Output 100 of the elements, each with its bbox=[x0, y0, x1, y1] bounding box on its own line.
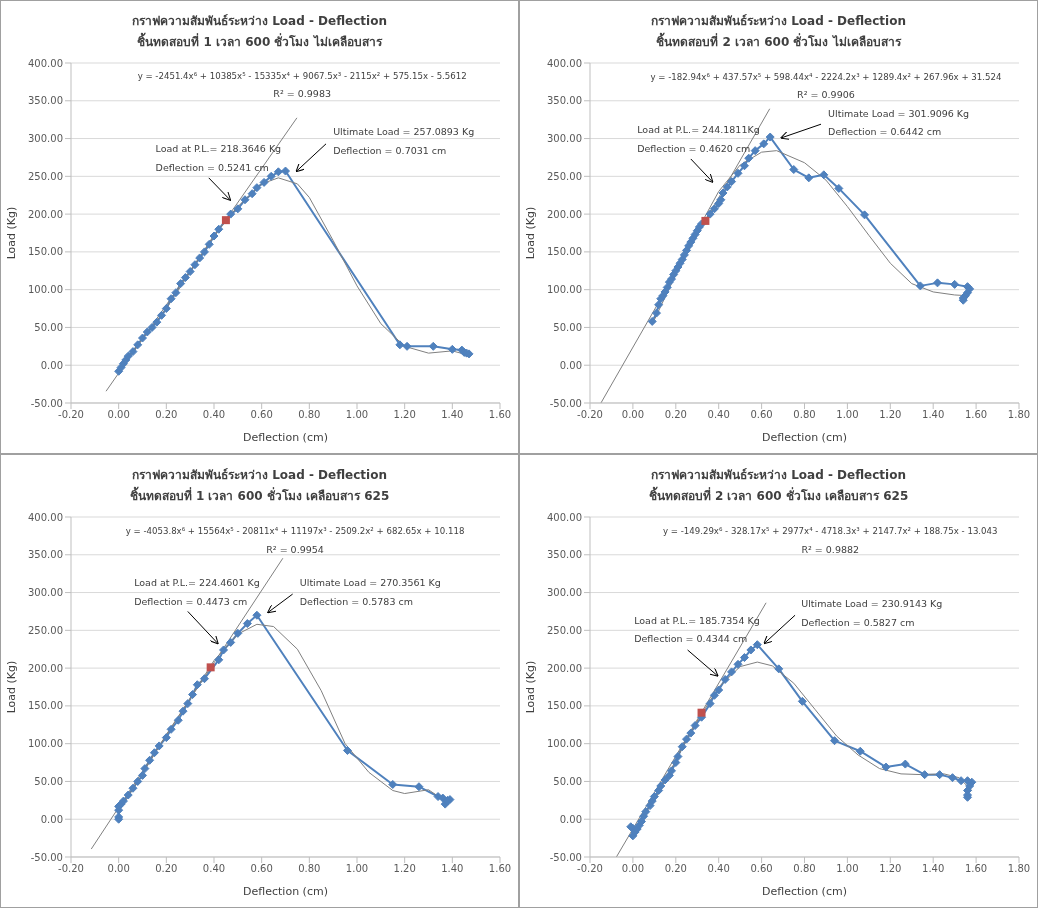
y-axis-title: Load (Kg) bbox=[4, 206, 18, 260]
y-tick-label: 300.00 bbox=[547, 587, 582, 599]
x-tick-label: 0.80 bbox=[298, 409, 321, 421]
y-tick-label: 250.00 bbox=[28, 624, 63, 636]
x-tick-label: 1.60 bbox=[488, 863, 512, 875]
annotation: Deflection = 0.4473 cm bbox=[134, 595, 248, 607]
x-tick-label: 1.20 bbox=[393, 409, 416, 421]
x-tick-label: 0.00 bbox=[621, 409, 645, 421]
y-tick-label: 350.00 bbox=[28, 95, 63, 107]
chart-title: กราฟความสัมพันธ์ระหว่าง Load - Deflection bbox=[650, 467, 907, 484]
y-tick-label: 150.00 bbox=[547, 246, 582, 258]
annotation: R² = 0.9983 bbox=[273, 87, 332, 99]
y-tick-label: 400.00 bbox=[547, 511, 582, 523]
y-tick-label: 0.00 bbox=[40, 813, 63, 825]
x-tick-label: 1.60 bbox=[488, 409, 512, 421]
x-tick-label: 0.20 bbox=[155, 409, 178, 421]
annotation: y = -149.29x⁶ - 328.17x⁵ + 2977x⁴ - 4718.3x³ + 2147.7x² + 188.75x - 13.043 bbox=[662, 525, 998, 536]
y-tick-label: 50.00 bbox=[553, 321, 582, 333]
x-tick-label: 0.20 bbox=[664, 409, 687, 421]
y-tick-label: 250.00 bbox=[28, 170, 63, 182]
y-tick-label: 400.00 bbox=[547, 57, 582, 69]
y-tick-label: -50.00 bbox=[549, 851, 582, 863]
y-tick-label: 400.00 bbox=[28, 57, 63, 69]
y-tick-label: -50.00 bbox=[549, 397, 582, 409]
x-tick-label: 0.80 bbox=[298, 863, 321, 875]
x-tick-label: 0.40 bbox=[707, 409, 730, 421]
annotation: Load at P.L.= 218.3646 Kg bbox=[155, 142, 282, 154]
x-axis-title: Deflection (cm) bbox=[243, 885, 328, 898]
x-tick-label: -0.20 bbox=[577, 863, 603, 875]
y-tick-label: 200.00 bbox=[28, 208, 63, 220]
x-tick-label: 1.80 bbox=[1007, 863, 1031, 875]
y-tick-label: 350.00 bbox=[547, 95, 582, 107]
x-tick-label: 1.80 bbox=[1007, 409, 1031, 421]
x-tick-label: -0.20 bbox=[58, 863, 84, 875]
x-tick-label: 0.60 bbox=[250, 409, 273, 421]
y-tick-label: 200.00 bbox=[28, 662, 63, 674]
y-tick-label: 300.00 bbox=[28, 133, 63, 145]
annotation: Ultimate Load = 257.0893 Kg bbox=[333, 125, 475, 137]
annotation: Deflection = 0.4344 cm bbox=[634, 632, 748, 644]
annotation: Deflection = 0.5783 cm bbox=[299, 595, 413, 607]
y-axis-title: Load (Kg) bbox=[523, 206, 537, 260]
y-tick-label: 100.00 bbox=[28, 284, 63, 296]
annotation: Deflection = 0.5827 cm bbox=[801, 616, 915, 628]
x-tick-label: 1.60 bbox=[964, 409, 988, 421]
chart-title: กราฟความสัมพันธ์ระหว่าง Load - Deflection bbox=[131, 467, 388, 484]
y-tick-label: 350.00 bbox=[28, 549, 63, 561]
y-tick-label: 150.00 bbox=[28, 700, 63, 712]
chart-subtitle: ชิ้นทดสอบที่ 1 เวลา 600 ชั่วโมง ไม่เคลือบสาร bbox=[136, 32, 384, 51]
y-tick-label: 300.00 bbox=[28, 587, 63, 599]
annotation: Deflection = 0.4620 cm bbox=[637, 142, 751, 154]
x-tick-label: 1.20 bbox=[879, 863, 902, 875]
x-tick-label: 0.00 bbox=[107, 409, 130, 421]
x-tick-label: 1.40 bbox=[441, 409, 464, 421]
chart-subtitle: ชิ้นทดสอบที่ 1 เวลา 600 ชั่วโมง เคลือบสาร 625 bbox=[128, 486, 391, 505]
x-tick-label: 1.20 bbox=[393, 863, 416, 875]
x-tick-label: 1.20 bbox=[879, 409, 902, 421]
y-tick-label: 50.00 bbox=[553, 775, 582, 787]
x-tick-label: 1.00 bbox=[345, 863, 369, 875]
x-tick-label: 0.60 bbox=[750, 409, 773, 421]
x-tick-label: -0.20 bbox=[577, 409, 603, 421]
x-tick-label: 0.80 bbox=[793, 409, 816, 421]
annotation: y = -4053.8x⁶ + 15564x⁵ - 20811x⁴ + 11197x³ - 2509.2x² + 682.65x + 10.118 bbox=[125, 525, 465, 536]
x-tick-label: 1.00 bbox=[836, 409, 859, 421]
annotation: Deflection = 0.7031 cm bbox=[333, 144, 447, 156]
y-tick-label: 50.00 bbox=[34, 775, 63, 787]
x-tick-label: 0.80 bbox=[793, 863, 816, 875]
annotation: Ultimate Load = 270.3561 Kg bbox=[299, 576, 441, 588]
chart-subtitle: ชิ้นทดสอบที่ 2 เวลา 600 ชั่วโมง เคลือบสาร 625 bbox=[647, 486, 910, 505]
annotation: y = -182.94x⁶ + 437.57x⁵ + 598.44x⁴ - 2224.2x³ + 1289.4x² + 267.96x + 31.524 bbox=[650, 71, 1002, 82]
y-axis-title: Load (Kg) bbox=[523, 660, 537, 714]
annotation: Load at P.L.= 224.4601 Kg bbox=[134, 576, 260, 588]
x-tick-label: 0.40 bbox=[202, 409, 226, 421]
x-tick-label: 0.60 bbox=[750, 863, 773, 875]
x-axis-title: Deflection (cm) bbox=[762, 885, 847, 898]
y-axis-title: Load (Kg) bbox=[4, 660, 18, 714]
y-tick-label: 100.00 bbox=[28, 738, 63, 750]
annotation: Deflection = 0.6442 cm bbox=[828, 125, 942, 137]
y-tick-label: 250.00 bbox=[547, 170, 582, 182]
annotation: Ultimate Load = 301.9096 Kg bbox=[828, 107, 970, 119]
x-tick-label: -0.20 bbox=[58, 409, 84, 421]
y-tick-label: 100.00 bbox=[547, 738, 582, 750]
y-tick-label: 300.00 bbox=[547, 133, 582, 145]
x-tick-label: 1.00 bbox=[345, 409, 369, 421]
y-tick-label: 200.00 bbox=[547, 208, 582, 220]
y-tick-label: 400.00 bbox=[28, 511, 63, 523]
x-tick-label: 1.40 bbox=[922, 409, 945, 421]
annotation: Load at P.L.= 185.7354 Kg bbox=[634, 614, 760, 626]
x-tick-label: 0.40 bbox=[202, 863, 226, 875]
annotation: Load at P.L.= 244.1811Kg bbox=[637, 123, 760, 135]
x-tick-label: 0.00 bbox=[107, 863, 130, 875]
y-tick-label: 150.00 bbox=[547, 700, 582, 712]
x-axis-title: Deflection (cm) bbox=[243, 431, 328, 444]
annotation: R² = 0.9882 bbox=[801, 543, 860, 555]
y-tick-label: -50.00 bbox=[30, 397, 63, 409]
y-tick-label: 50.00 bbox=[34, 321, 63, 333]
y-tick-label: -50.00 bbox=[30, 851, 63, 863]
annotation: R² = 0.9954 bbox=[266, 543, 324, 555]
y-tick-label: 350.00 bbox=[547, 549, 582, 561]
annotation: R² = 0.9906 bbox=[797, 88, 855, 100]
chart-title: กราฟความสัมพันธ์ระหว่าง Load - Deflection bbox=[650, 13, 907, 30]
